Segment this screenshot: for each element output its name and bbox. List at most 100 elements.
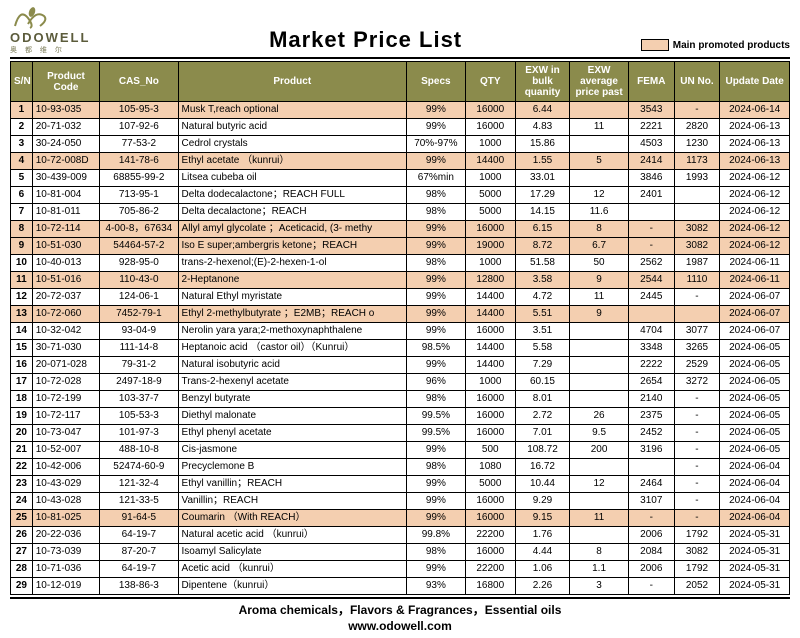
- cell: 2024-05-31: [720, 578, 790, 595]
- table-row: 1620-071-02879-31-2Natural isobutyric ac…: [11, 357, 790, 374]
- price-table: S/NProduct CodeCAS_NoProductSpecsQTYEXW …: [10, 61, 790, 595]
- cell: 2820: [674, 119, 720, 136]
- cell: 2024-06-13: [720, 153, 790, 170]
- cell: 9.29: [515, 493, 569, 510]
- cell: -: [628, 221, 674, 238]
- cell: 10-40-013: [32, 255, 99, 272]
- brand-logo: ODOWELL 奥 都 维 尔: [10, 6, 90, 55]
- table-row: 2910-12-019138-86-3Dipentene（kunrui）93%1…: [11, 578, 790, 595]
- cell: 3272: [674, 374, 720, 391]
- cell: 14: [11, 323, 33, 340]
- cell: 6: [11, 187, 33, 204]
- cell: trans-2-hexenol;(E)-2-hexen-1-ol: [178, 255, 406, 272]
- cell: 2052: [674, 578, 720, 595]
- cell: 27: [11, 544, 33, 561]
- cell: 99%: [407, 357, 466, 374]
- cell: 1.1: [570, 561, 629, 578]
- cell: [674, 204, 720, 221]
- cell: Isoamyl Salicylate: [178, 544, 406, 561]
- cell: 3: [570, 578, 629, 595]
- cell: 9.15: [515, 510, 569, 527]
- cell: Ethyl phenyl acetate: [178, 425, 406, 442]
- cell: 2375: [628, 408, 674, 425]
- cell: 10-93-035: [32, 102, 99, 119]
- cell: 10-72-114: [32, 221, 99, 238]
- cell: 15: [11, 340, 33, 357]
- cell: 3543: [628, 102, 674, 119]
- table-row: 2710-73-03987-20-7Isoamyl Salicylate98%1…: [11, 544, 790, 561]
- cell: [628, 459, 674, 476]
- cell: 2221: [628, 119, 674, 136]
- table-row: 2010-73-047101-97-3Ethyl phenyl acetate9…: [11, 425, 790, 442]
- col-header: EXW in bulk quanity: [515, 62, 569, 102]
- cell: 98%: [407, 459, 466, 476]
- cell: -: [628, 510, 674, 527]
- cell: 20-22-036: [32, 527, 99, 544]
- table-row: 910-51-03054464-57-2Iso E super;ambergri…: [11, 238, 790, 255]
- cell: 103-37-7: [100, 391, 178, 408]
- cell: 10-52-007: [32, 442, 99, 459]
- table-body: 110-93-035105-95-3Musk T,reach optional9…: [11, 102, 790, 595]
- cell: 14400: [465, 153, 515, 170]
- cell: 16000: [465, 510, 515, 527]
- cell: 22200: [465, 527, 515, 544]
- col-header: Update Date: [720, 62, 790, 102]
- cell: 2024-06-14: [720, 102, 790, 119]
- cell: 7: [11, 204, 33, 221]
- table-row: 2410-43-028121-33-5Vanillin；REACH99%1600…: [11, 493, 790, 510]
- cell: 20: [11, 425, 33, 442]
- cell: 500: [465, 442, 515, 459]
- cell: 105-53-3: [100, 408, 178, 425]
- cell: -: [674, 459, 720, 476]
- cell: 2024-06-12: [720, 170, 790, 187]
- cell: 10.44: [515, 476, 569, 493]
- cell: 1987: [674, 255, 720, 272]
- cell: 705-86-2: [100, 204, 178, 221]
- cell: 16000: [465, 493, 515, 510]
- logo-swirl-icon: [10, 6, 50, 32]
- cell: [570, 340, 629, 357]
- cell: 5000: [465, 476, 515, 493]
- cell: -: [674, 408, 720, 425]
- cell: 1000: [465, 374, 515, 391]
- cell: 2024-06-05: [720, 425, 790, 442]
- cell: 107-92-6: [100, 119, 178, 136]
- cell: Iso E super;ambergris ketone；REACH: [178, 238, 406, 255]
- cell: 16000: [465, 323, 515, 340]
- cell: 2529: [674, 357, 720, 374]
- cell: 713-95-1: [100, 187, 178, 204]
- cell: Benzyl butyrate: [178, 391, 406, 408]
- brand-name: ODOWELL: [10, 30, 90, 45]
- cell: 2445: [628, 289, 674, 306]
- cell: 141-78-6: [100, 153, 178, 170]
- table-header-row: S/NProduct CodeCAS_NoProductSpecsQTYEXW …: [11, 62, 790, 102]
- cell: 121-33-5: [100, 493, 178, 510]
- cell: 68855-99-2: [100, 170, 178, 187]
- cell: 11: [570, 119, 629, 136]
- cell: 98%: [407, 187, 466, 204]
- cell: Vanillin；REACH: [178, 493, 406, 510]
- cell: 3846: [628, 170, 674, 187]
- cell: 1.06: [515, 561, 569, 578]
- cell: Coumarin （With REACH）: [178, 510, 406, 527]
- cell: 23: [11, 476, 33, 493]
- cell: 7.29: [515, 357, 569, 374]
- col-header: Specs: [407, 62, 466, 102]
- cell: [570, 459, 629, 476]
- cell: 1080: [465, 459, 515, 476]
- cell: 16000: [465, 119, 515, 136]
- cell: 2024-06-13: [720, 119, 790, 136]
- cell: 4-00-8，67634: [100, 221, 178, 238]
- cell: 99.8%: [407, 527, 466, 544]
- cell: 2-Heptanone: [178, 272, 406, 289]
- cell: 10-12-019: [32, 578, 99, 595]
- cell: 16000: [465, 102, 515, 119]
- cell: -: [628, 578, 674, 595]
- cell: 121-32-4: [100, 476, 178, 493]
- table-row: 610-81-004713-95-1Delta dodecalactone；RE…: [11, 187, 790, 204]
- cell: 10: [11, 255, 33, 272]
- cell: 2024-06-04: [720, 493, 790, 510]
- cell: 2024-06-12: [720, 238, 790, 255]
- table-row: 1220-72-037124-06-1Natural Ethyl myrista…: [11, 289, 790, 306]
- cell: 28: [11, 561, 33, 578]
